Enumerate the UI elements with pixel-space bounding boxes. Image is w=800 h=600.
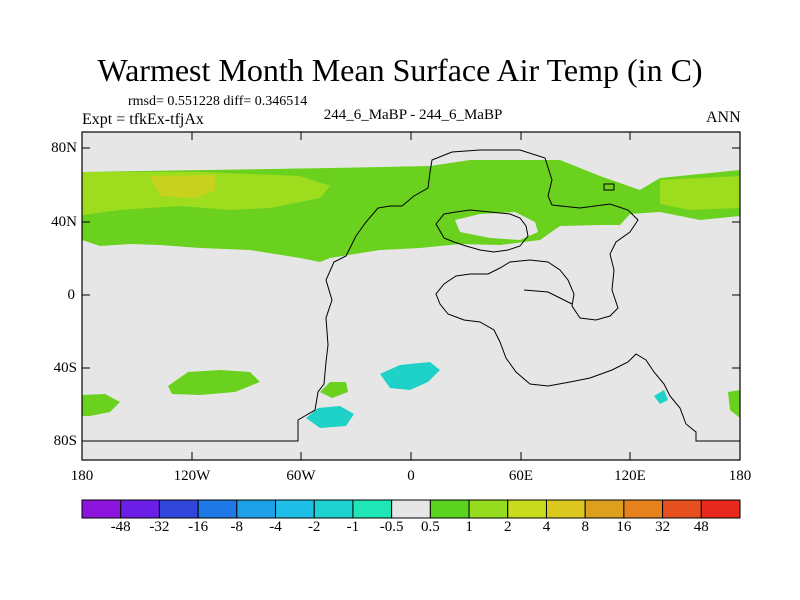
colorbar-swatch <box>700 499 741 519</box>
colorbar <box>81 499 741 519</box>
colorbar-label: -16 <box>188 519 209 535</box>
colorbar-label: -0.5 <box>379 519 404 535</box>
colorbar-label: -2 <box>307 519 321 535</box>
lat-label-equator: 0 <box>67 287 76 303</box>
colorbar-label: 16 <box>616 519 632 535</box>
anomaly-region-south-west <box>82 394 120 416</box>
colorbar-swatch <box>429 499 470 519</box>
colorbar-label: 4 <box>542 519 551 535</box>
colorbar-swatch <box>81 499 122 519</box>
anomaly-region-south-atlantic <box>320 382 348 398</box>
colorbar-label: 8 <box>581 519 589 535</box>
inner-basin-outline <box>435 209 529 253</box>
case-label: 244_6_MaBP - 244_6_MaBP <box>323 107 503 123</box>
colorbar-label: -4 <box>269 519 282 535</box>
continent-outline <box>82 149 740 442</box>
island-outline <box>603 183 615 191</box>
lon-label-60w: 60W <box>286 468 316 484</box>
colorbar-swatch <box>197 499 238 519</box>
lon-label-120e: 120E <box>614 468 646 484</box>
lat-tick-marks <box>82 147 740 442</box>
colorbar-label: 32 <box>655 519 671 535</box>
map-title: Warmest Month Mean Surface Air Temp (in … <box>97 52 703 88</box>
lon-label-0: 0 <box>407 468 415 484</box>
colorbar-swatch <box>507 499 547 519</box>
colorbar-swatch <box>468 499 509 519</box>
colorbar-label: 0.5 <box>421 519 440 535</box>
colorbar-label: -32 <box>149 519 170 535</box>
negative-region-east <box>654 390 668 404</box>
colorbar-label: 1 <box>465 519 473 535</box>
colorbar-swatch <box>391 499 431 519</box>
anomaly-region-south-pacific <box>168 370 260 395</box>
negative-region-south-pacific <box>306 406 354 428</box>
colorbar-swatch <box>545 499 586 519</box>
colorbar-label: -48 <box>110 519 131 535</box>
lat-label-80s: 80S <box>53 433 77 449</box>
lon-label-120w: 120W <box>173 468 211 484</box>
colorbar-label: 2 <box>504 519 512 535</box>
anomaly-region-north-core <box>150 175 215 198</box>
lon-label-60e: 60E <box>508 468 534 484</box>
colorbar-swatch <box>120 499 160 519</box>
period-label: ANN <box>706 109 741 126</box>
anomaly-region-south-east <box>728 390 740 418</box>
stats-line: rmsd= 0.551228 diff= 0.346514 <box>128 94 308 109</box>
anomaly-region-north-mid-2 <box>660 176 740 210</box>
colorbar-swatch <box>275 499 315 519</box>
colorbar-swatch <box>352 499 393 519</box>
colorbar-swatch <box>158 499 199 519</box>
lon-label-180w: 180 <box>70 468 94 484</box>
neutral-region-asia <box>455 212 538 240</box>
colorbar-label: 48 <box>693 519 709 535</box>
colorbar-label: -8 <box>230 519 244 535</box>
colorbar-swatch <box>623 499 664 519</box>
lat-label-80n: 80N <box>51 140 77 156</box>
colorbar-label: -1 <box>346 519 360 535</box>
experiment-label: Expt = tfkEx-tfjAx <box>82 111 204 128</box>
lon-tick-marks <box>81 132 631 460</box>
lat-label-40n: 40N <box>51 214 77 230</box>
colorbar-swatch <box>584 499 625 519</box>
lon-label-180e: 180 <box>728 468 752 484</box>
lat-label-40s: 40S <box>53 360 77 376</box>
negative-region-south-atlantic <box>380 362 440 390</box>
inner-sea-outline <box>523 289 573 305</box>
colorbar-swatch <box>236 499 277 519</box>
colorbar-swatch <box>313 499 354 519</box>
colorbar-swatch <box>662 499 702 519</box>
